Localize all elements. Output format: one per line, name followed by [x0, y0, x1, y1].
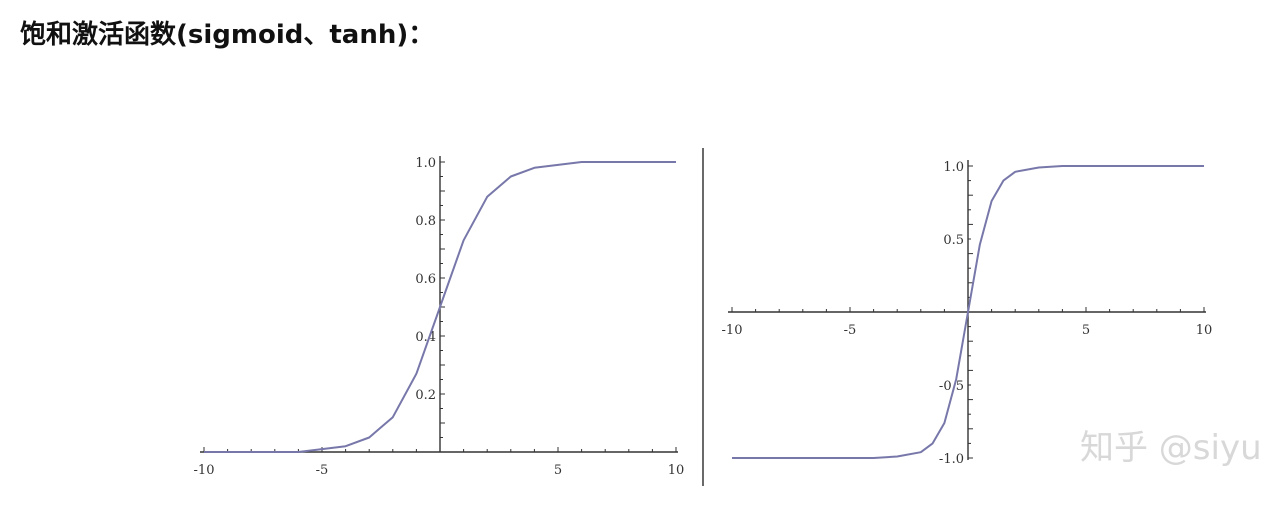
x-tick-label: -10	[722, 323, 743, 338]
y-tick-label: 0.4	[415, 330, 436, 345]
y-tick-label: -0.5	[939, 379, 964, 394]
x-tick-label: 10	[1196, 323, 1213, 338]
curve-tanh	[732, 165, 1204, 459]
x-tick-label: -10	[194, 463, 215, 478]
x-tick-label: -5	[316, 463, 329, 478]
x-tick-label: 10	[668, 463, 685, 478]
watermark: 知乎 @siyu	[1080, 428, 1262, 468]
tanh-chart: -10 -5 5 10 -1.0 -0.5 0.5 1.0	[722, 160, 1213, 467]
x-tick-label: -5	[844, 323, 857, 338]
y-tick-label: 0.5	[943, 233, 964, 248]
y-tick-label: 1.0	[415, 156, 436, 171]
y-tick-label: 0.6	[415, 272, 436, 287]
y-tick-label: 0.2	[415, 388, 436, 403]
y-tick-label: -1.0	[939, 452, 964, 467]
x-tick-label: 5	[1082, 323, 1090, 338]
y-tick-label: 1.0	[943, 160, 964, 175]
curve-sigmoid	[204, 161, 676, 453]
page-heading: 饱和激活函数(sigmoid、tanh)：	[20, 20, 435, 50]
y-tick-label: 0.8	[415, 214, 436, 229]
x-tick-label: 5	[554, 463, 562, 478]
sigmoid-chart: -10 -5 5 10 0.2 0.4 0.6 0.8 1.0	[194, 156, 685, 478]
